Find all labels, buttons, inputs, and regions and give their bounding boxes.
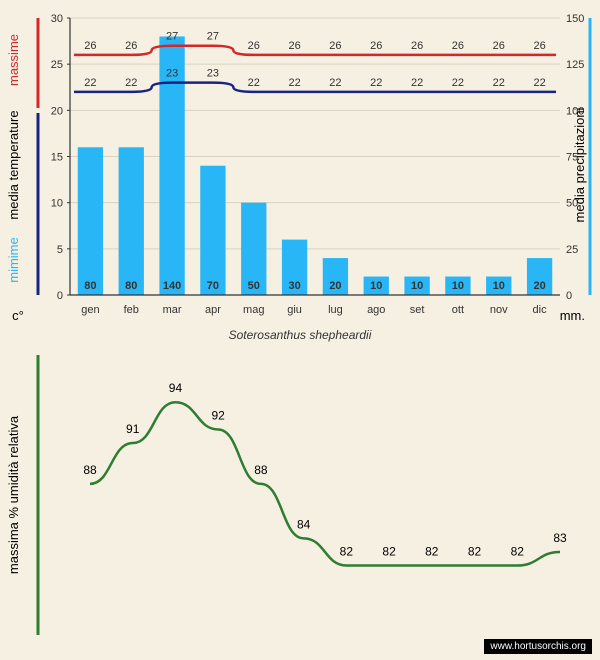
max-temp-label: 26: [533, 40, 545, 52]
month-label: dic: [533, 304, 548, 316]
month-label: mar: [163, 304, 182, 316]
left-tick-label: 30: [51, 13, 63, 25]
humidity-chart: massima % umidità relativa 88 91 94 92 88 84 8…: [0, 345, 600, 645]
precip-bar: [119, 147, 144, 295]
left-tick-label: 0: [57, 290, 63, 302]
line-max-temp: [74, 46, 556, 55]
precip-value-label: 50: [248, 280, 260, 292]
min-temp-label: 22: [493, 77, 505, 89]
min-temp-label: 22: [452, 77, 464, 89]
label-c-unit: c°: [12, 308, 24, 323]
humidity-value-label: 94: [169, 381, 183, 395]
humidity-value-label: 82: [511, 545, 525, 559]
min-temp-label: 23: [166, 68, 178, 80]
max-temp-label: 26: [411, 40, 423, 52]
max-temp-label: 26: [493, 40, 505, 52]
left-tick-label: 5: [57, 244, 63, 256]
right-tick-label: 0: [566, 290, 572, 302]
min-temp-label: 22: [248, 77, 260, 89]
right-tick-label: 25: [566, 244, 578, 256]
month-label: giu: [287, 304, 302, 316]
max-temp-label: 26: [288, 40, 300, 52]
precip-value-label: 80: [84, 280, 96, 292]
label-minime: mimime: [6, 237, 21, 283]
max-temp-label: 26: [84, 40, 96, 52]
precip-value-label: 30: [288, 280, 300, 292]
max-temp-label: 26: [370, 40, 382, 52]
bottom-chart-svg: massima % umidità relativa 88 91 94 92 88 84 8…: [0, 345, 600, 645]
humidity-value-label: 88: [83, 463, 97, 477]
precip-value-label: 10: [452, 280, 464, 292]
humidity-line: [90, 402, 560, 565]
precip-value-label: 10: [411, 280, 423, 292]
month-label: ott: [452, 304, 464, 316]
footer-credit: www.hortusorchis.org: [484, 639, 592, 654]
left-tick-label: 15: [51, 152, 63, 164]
min-temp-label: 22: [370, 77, 382, 89]
min-temp-label: 22: [533, 77, 545, 89]
min-temp-label: 22: [84, 77, 96, 89]
humidity-value-label: 88: [254, 463, 268, 477]
min-temp-label: 22: [329, 77, 341, 89]
left-tick-label: 25: [51, 59, 63, 71]
precip-bar: [200, 166, 225, 295]
humidity-value-label: 82: [425, 545, 439, 559]
humidity-value-label: 91: [126, 422, 140, 436]
humidity-value-label: 82: [468, 545, 482, 559]
max-temp-label: 26: [452, 40, 464, 52]
precip-value-label: 20: [533, 280, 545, 292]
min-temp-label: 22: [125, 77, 137, 89]
right-tick-label: 150: [566, 13, 584, 25]
min-temp-label: 22: [288, 77, 300, 89]
left-tick-label: 20: [51, 105, 63, 117]
max-temp-label: 27: [207, 31, 219, 43]
precip-value-label: 70: [207, 280, 219, 292]
max-temp-label: 27: [166, 31, 178, 43]
month-label: set: [410, 304, 425, 316]
label-media-temp: media temperature: [6, 110, 21, 219]
month-label: mag: [243, 304, 264, 316]
max-temp-label: 26: [125, 40, 137, 52]
precip-value-label: 10: [493, 280, 505, 292]
precip-value-label: 20: [329, 280, 341, 292]
precip-value-label: 80: [125, 280, 137, 292]
precip-value-label: 10: [370, 280, 382, 292]
max-temp-label: 26: [329, 40, 341, 52]
humidity-value-label: 82: [340, 545, 354, 559]
label-humidity: massima % umidità relativa: [6, 415, 21, 574]
precip-value-label: 140: [163, 280, 181, 292]
label-mm-unit: mm.: [560, 308, 585, 323]
min-temp-label: 22: [411, 77, 423, 89]
species-subtitle: Soterosanthus shepheardii: [0, 328, 600, 342]
month-label: gen: [81, 304, 99, 316]
month-label: apr: [205, 304, 221, 316]
label-media-precip: media precipitazioni: [572, 107, 587, 222]
label-massime: massime: [6, 34, 21, 86]
humidity-value-label: 82: [382, 545, 396, 559]
min-temp-label: 23: [207, 68, 219, 80]
month-label: lug: [328, 304, 343, 316]
top-chart-svg: 051015202530 0255075100125150 genfebmara…: [0, 0, 600, 340]
climate-chart-top: 051015202530 0255075100125150 genfebmara…: [0, 0, 600, 340]
month-label: feb: [124, 304, 139, 316]
humidity-value-label: 84: [297, 517, 311, 531]
right-tick-label: 125: [566, 59, 584, 71]
precip-bar: [78, 147, 103, 295]
line-min-temp: [74, 83, 556, 92]
month-label: ago: [367, 304, 385, 316]
month-label: nov: [490, 304, 508, 316]
left-tick-label: 10: [51, 198, 63, 210]
humidity-value-label: 83: [553, 531, 567, 545]
max-temp-label: 26: [248, 40, 260, 52]
humidity-value-label: 92: [212, 408, 226, 422]
